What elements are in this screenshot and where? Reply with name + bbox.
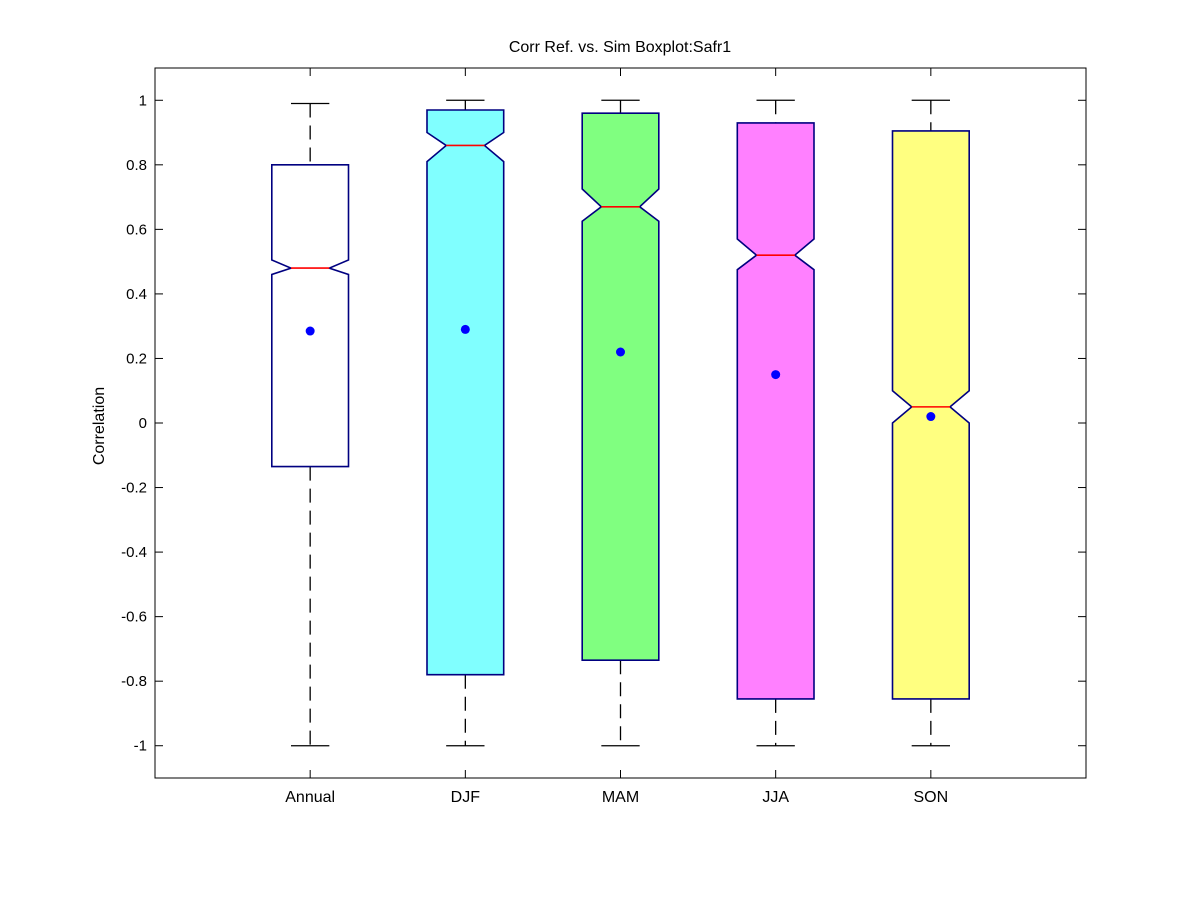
- y-tick-label: -0.8: [121, 673, 147, 690]
- x-tick-label: SON: [913, 789, 948, 806]
- x-axis: Annual DJF MAM JJA SON: [285, 68, 948, 806]
- notched-box: [581, 112, 660, 662]
- y-tick-label: -0.6: [121, 609, 147, 626]
- notched-box: [426, 109, 505, 676]
- y-axis: -1 -0.8 -0.6 -0.4 -0.2 0 0.2 0.4 0.6 0.8 1: [121, 92, 1086, 755]
- y-tick-label: -0.2: [121, 480, 147, 497]
- y-tick-label: 0.8: [126, 157, 147, 174]
- y-tick-label: -1: [134, 738, 147, 755]
- chart-title: Corr Ref. vs. Sim Boxplot:Safr1: [509, 39, 731, 56]
- box-group-annual: [270, 102, 350, 747]
- box-group-son: [891, 99, 971, 747]
- x-tick-label: DJF: [451, 789, 481, 806]
- box-group-mam: [581, 99, 660, 747]
- mean-marker: [305, 326, 315, 336]
- y-tick-label: 1: [139, 92, 147, 109]
- y-tick-label: 0: [139, 415, 147, 432]
- y-axis-label: Correlation: [91, 387, 108, 465]
- mean-marker: [771, 370, 781, 380]
- mean-marker: [460, 324, 470, 334]
- box-group-djf: [426, 99, 505, 747]
- y-tick-label: 0.2: [126, 350, 147, 367]
- x-tick-label: MAM: [602, 789, 639, 806]
- y-tick-label: -0.4: [121, 544, 147, 561]
- notched-box: [736, 122, 815, 700]
- x-tick-label: JJA: [762, 789, 789, 806]
- box-group-jja: [736, 99, 815, 747]
- chart-marks: [270, 99, 971, 747]
- notched-box: [270, 164, 350, 468]
- y-tick-label: 0.6: [126, 221, 147, 238]
- y-tick-label: 0.4: [126, 286, 147, 303]
- mean-marker: [616, 347, 625, 357]
- mean-marker: [926, 412, 936, 422]
- x-tick-label: Annual: [285, 789, 335, 806]
